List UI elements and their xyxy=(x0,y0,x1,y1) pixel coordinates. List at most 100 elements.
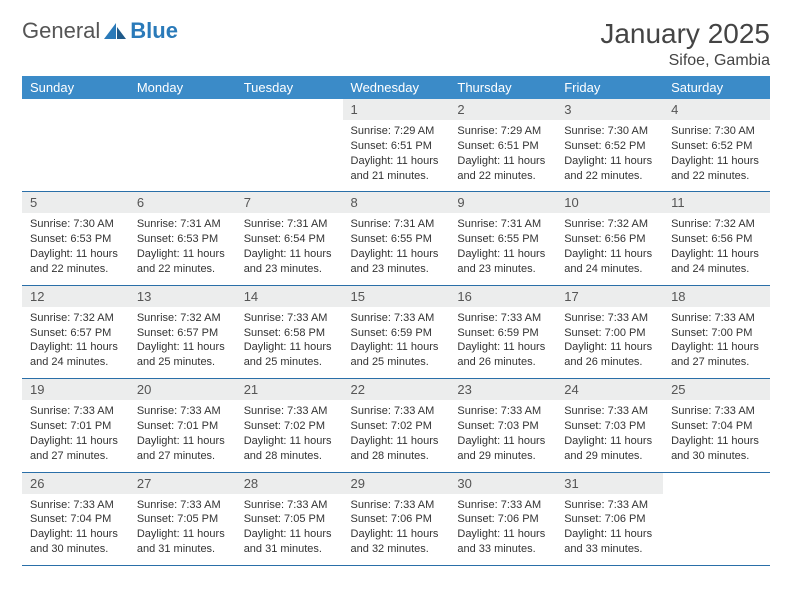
daylight-text: Daylight: 11 hours and 26 minutes. xyxy=(564,340,655,370)
calendar-table: SundayMondayTuesdayWednesdayThursdayFrid… xyxy=(22,76,770,566)
sunset-text: Sunset: 6:57 PM xyxy=(137,326,228,341)
sunset-text: Sunset: 6:57 PM xyxy=(30,326,121,341)
daylight-text: Daylight: 11 hours and 24 minutes. xyxy=(671,247,762,277)
sunset-text: Sunset: 6:59 PM xyxy=(351,326,442,341)
day-body: Sunrise: 7:33 AMSunset: 7:03 PMDaylight:… xyxy=(449,400,556,471)
sunset-text: Sunset: 7:00 PM xyxy=(564,326,655,341)
sunrise-text: Sunrise: 7:30 AM xyxy=(564,124,655,139)
calendar-cell: 26 Sunrise: 7:33 AMSunset: 7:04 PMDayligh… xyxy=(22,472,129,565)
sunset-text: Sunset: 7:04 PM xyxy=(30,512,121,527)
day-header: Friday xyxy=(556,76,663,99)
day-body: Sunrise: 7:30 AMSunset: 6:52 PMDaylight:… xyxy=(663,120,770,191)
sunrise-text: Sunrise: 7:33 AM xyxy=(564,498,655,513)
daylight-text: Daylight: 11 hours and 25 minutes. xyxy=(244,340,335,370)
day-number xyxy=(236,99,343,120)
sunrise-text: Sunrise: 7:33 AM xyxy=(671,311,762,326)
sunset-text: Sunset: 7:05 PM xyxy=(137,512,228,527)
sunrise-text: Sunrise: 7:31 AM xyxy=(457,217,548,232)
calendar-cell: 3Sunrise: 7:30 AMSunset: 6:52 PMDaylight… xyxy=(556,99,663,192)
sunset-text: Sunset: 7:01 PM xyxy=(137,419,228,434)
day-number: 21 xyxy=(236,379,343,400)
day-number: 26 xyxy=(22,473,129,494)
sunrise-text: Sunrise: 7:33 AM xyxy=(351,404,442,419)
day-body: Sunrise: 7:33 AMSunset: 7:01 PMDaylight:… xyxy=(129,400,236,471)
sunrise-text: Sunrise: 7:33 AM xyxy=(30,498,121,513)
day-body: Sunrise: 7:30 AMSunset: 6:53 PMDaylight:… xyxy=(22,213,129,284)
calendar-cell: 23Sunrise: 7:33 AMSunset: 7:03 PMDayligh… xyxy=(449,379,556,472)
day-body: Sunrise: 7:30 AMSunset: 6:52 PMDaylight:… xyxy=(556,120,663,191)
calendar-cell: 15Sunrise: 7:33 AMSunset: 6:59 PMDayligh… xyxy=(343,285,450,378)
calendar-cell xyxy=(236,99,343,192)
sunrise-text: Sunrise: 7:33 AM xyxy=(137,404,228,419)
daylight-text: Daylight: 11 hours and 22 minutes. xyxy=(30,247,121,277)
calendar-cell: 9Sunrise: 7:31 AMSunset: 6:55 PMDaylight… xyxy=(449,192,556,285)
sunrise-text: Sunrise: 7:33 AM xyxy=(351,311,442,326)
daylight-text: Daylight: 11 hours and 32 minutes. xyxy=(351,527,442,557)
calendar-cell: 11Sunrise: 7:32 AMSunset: 6:56 PMDayligh… xyxy=(663,192,770,285)
sunset-text: Sunset: 6:58 PM xyxy=(244,326,335,341)
sunset-text: Sunset: 7:06 PM xyxy=(351,512,442,527)
calendar-head: SundayMondayTuesdayWednesdayThursdayFrid… xyxy=(22,76,770,99)
sunset-text: Sunset: 7:02 PM xyxy=(244,419,335,434)
sunrise-text: Sunrise: 7:33 AM xyxy=(30,404,121,419)
daylight-text: Daylight: 11 hours and 23 minutes. xyxy=(244,247,335,277)
sunset-text: Sunset: 6:59 PM xyxy=(457,326,548,341)
day-number: 3 xyxy=(556,99,663,120)
sunset-text: Sunset: 6:55 PM xyxy=(351,232,442,247)
calendar-cell: 24Sunrise: 7:33 AMSunset: 7:03 PMDayligh… xyxy=(556,379,663,472)
day-body: Sunrise: 7:33 AMSunset: 7:02 PMDaylight:… xyxy=(236,400,343,471)
calendar-cell: 17Sunrise: 7:33 AMSunset: 7:00 PMDayligh… xyxy=(556,285,663,378)
calendar-cell xyxy=(663,472,770,565)
day-number: 17 xyxy=(556,286,663,307)
sunset-text: Sunset: 7:03 PM xyxy=(564,419,655,434)
sunrise-text: Sunrise: 7:32 AM xyxy=(137,311,228,326)
sunset-text: Sunset: 6:55 PM xyxy=(457,232,548,247)
day-number: 6 xyxy=(129,192,236,213)
calendar-cell: 31Sunrise: 7:33 AMSunset: 7:06 PMDayligh… xyxy=(556,472,663,565)
sunset-text: Sunset: 6:53 PM xyxy=(30,232,121,247)
day-body: Sunrise: 7:33 AMSunset: 7:04 PMDaylight:… xyxy=(663,400,770,471)
daylight-text: Daylight: 11 hours and 33 minutes. xyxy=(457,527,548,557)
sunrise-text: Sunrise: 7:31 AM xyxy=(137,217,228,232)
logo-text-1: General xyxy=(22,18,100,44)
day-body: Sunrise: 7:33 AMSunset: 7:06 PMDaylight:… xyxy=(449,494,556,565)
sunrise-text: Sunrise: 7:33 AM xyxy=(564,404,655,419)
day-number xyxy=(663,473,770,494)
day-number: 14 xyxy=(236,286,343,307)
daylight-text: Daylight: 11 hours and 30 minutes. xyxy=(671,434,762,464)
calendar-cell: 20Sunrise: 7:33 AMSunset: 7:01 PMDayligh… xyxy=(129,379,236,472)
day-number: 25 xyxy=(663,379,770,400)
sunrise-text: Sunrise: 7:33 AM xyxy=(137,498,228,513)
day-number xyxy=(129,99,236,120)
day-number: 1 xyxy=(343,99,450,120)
logo: General Blue xyxy=(22,18,178,44)
day-number: 2 xyxy=(449,99,556,120)
calendar-cell: 10Sunrise: 7:32 AMSunset: 6:56 PMDayligh… xyxy=(556,192,663,285)
sunrise-text: Sunrise: 7:33 AM xyxy=(244,404,335,419)
daylight-text: Daylight: 11 hours and 27 minutes. xyxy=(671,340,762,370)
calendar-cell: 30Sunrise: 7:33 AMSunset: 7:06 PMDayligh… xyxy=(449,472,556,565)
daylight-text: Daylight: 11 hours and 22 minutes. xyxy=(457,154,548,184)
calendar-cell: 16Sunrise: 7:33 AMSunset: 6:59 PMDayligh… xyxy=(449,285,556,378)
day-body: Sunrise: 7:33 AMSunset: 7:05 PMDaylight:… xyxy=(236,494,343,565)
daylight-text: Daylight: 11 hours and 25 minutes. xyxy=(137,340,228,370)
day-header: Tuesday xyxy=(236,76,343,99)
day-body: Sunrise: 7:31 AMSunset: 6:53 PMDaylight:… xyxy=(129,213,236,284)
day-body: Sunrise: 7:33 AMSunset: 7:06 PMDaylight:… xyxy=(556,494,663,565)
daylight-text: Daylight: 11 hours and 23 minutes. xyxy=(351,247,442,277)
calendar-cell: 29Sunrise: 7:33 AMSunset: 7:06 PMDayligh… xyxy=(343,472,450,565)
sunrise-text: Sunrise: 7:33 AM xyxy=(671,404,762,419)
day-body: Sunrise: 7:33 AMSunset: 7:00 PMDaylight:… xyxy=(556,307,663,378)
daylight-text: Daylight: 11 hours and 24 minutes. xyxy=(30,340,121,370)
calendar-cell: 6Sunrise: 7:31 AMSunset: 6:53 PMDaylight… xyxy=(129,192,236,285)
day-body: Sunrise: 7:32 AMSunset: 6:57 PMDaylight:… xyxy=(129,307,236,378)
day-header: Sunday xyxy=(22,76,129,99)
daylight-text: Daylight: 11 hours and 23 minutes. xyxy=(457,247,548,277)
daylight-text: Daylight: 11 hours and 25 minutes. xyxy=(351,340,442,370)
sunset-text: Sunset: 6:51 PM xyxy=(351,139,442,154)
day-number: 7 xyxy=(236,192,343,213)
daylight-text: Daylight: 11 hours and 30 minutes. xyxy=(30,527,121,557)
sunset-text: Sunset: 6:56 PM xyxy=(564,232,655,247)
calendar-cell: 19Sunrise: 7:33 AMSunset: 7:01 PMDayligh… xyxy=(22,379,129,472)
sunrise-text: Sunrise: 7:32 AM xyxy=(671,217,762,232)
